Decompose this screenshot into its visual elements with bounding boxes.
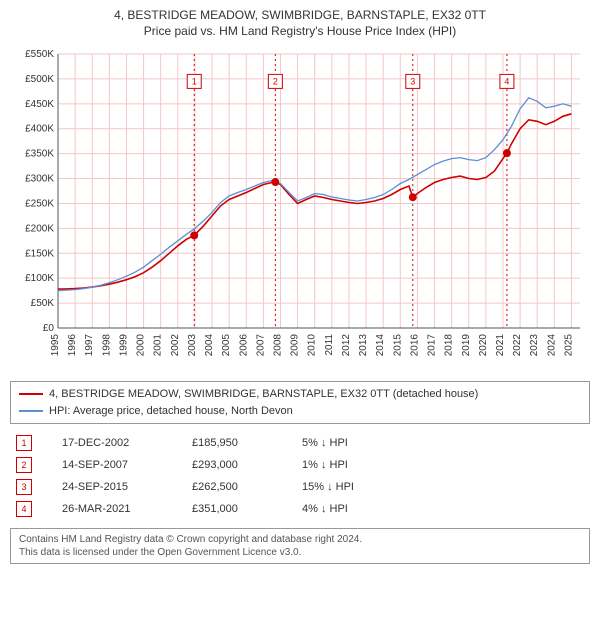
svg-text:£300K: £300K [25, 174, 54, 185]
svg-text:2009: 2009 [290, 334, 301, 357]
svg-text:1995: 1995 [50, 334, 61, 357]
svg-text:£250K: £250K [25, 198, 54, 209]
sales-row: 214-SEP-2007£293,0001% ↓ HPI [10, 454, 590, 476]
svg-text:2016: 2016 [409, 334, 420, 357]
footer-line-2: This data is licensed under the Open Gov… [19, 546, 581, 559]
svg-text:2003: 2003 [187, 334, 198, 357]
sales-diff: 4% ↓ HPI [302, 503, 422, 515]
footer-attribution: Contains HM Land Registry data © Crown c… [10, 528, 590, 564]
sales-date: 24-SEP-2015 [32, 481, 192, 493]
sales-marker: 1 [16, 435, 32, 451]
sales-table: 117-DEC-2002£185,9505% ↓ HPI214-SEP-2007… [10, 432, 590, 520]
sales-marker: 3 [16, 479, 32, 495]
sales-date: 17-DEC-2002 [32, 437, 192, 449]
sales-diff: 5% ↓ HPI [302, 437, 422, 449]
svg-text:2022: 2022 [512, 334, 523, 357]
svg-text:£350K: £350K [25, 149, 54, 160]
svg-text:4: 4 [504, 76, 509, 86]
svg-text:2007: 2007 [255, 334, 266, 357]
sales-row: 117-DEC-2002£185,9505% ↓ HPI [10, 432, 590, 454]
svg-text:£550K: £550K [25, 49, 54, 60]
sales-price: £293,000 [192, 459, 302, 471]
svg-text:1999: 1999 [118, 334, 129, 357]
sales-price: £351,000 [192, 503, 302, 515]
svg-text:£100K: £100K [25, 273, 54, 284]
legend-row: HPI: Average price, detached house, Nort… [19, 403, 581, 420]
svg-text:£0: £0 [43, 323, 55, 334]
sales-row: 426-MAR-2021£351,0004% ↓ HPI [10, 498, 590, 520]
svg-text:£50K: £50K [31, 298, 55, 309]
legend-label: HPI: Average price, detached house, Nort… [49, 403, 293, 420]
svg-text:£200K: £200K [25, 223, 54, 234]
sales-date: 14-SEP-2007 [32, 459, 192, 471]
sales-date: 26-MAR-2021 [32, 503, 192, 515]
legend-row: 4, BESTRIDGE MEADOW, SWIMBRIDGE, BARNSTA… [19, 386, 581, 403]
footer-line-1: Contains HM Land Registry data © Crown c… [19, 533, 581, 546]
svg-text:3: 3 [410, 76, 415, 86]
svg-text:1996: 1996 [67, 334, 78, 357]
chart-subtitle: Price paid vs. HM Land Registry's House … [10, 24, 590, 38]
svg-text:2005: 2005 [221, 334, 232, 357]
legend-swatch [19, 410, 43, 412]
svg-text:2010: 2010 [307, 334, 318, 357]
svg-text:2011: 2011 [324, 334, 335, 356]
chart-title: 4, BESTRIDGE MEADOW, SWIMBRIDGE, BARNSTA… [10, 8, 590, 22]
chart-container: 4, BESTRIDGE MEADOW, SWIMBRIDGE, BARNSTA… [0, 0, 600, 574]
sales-marker: 4 [16, 501, 32, 517]
svg-text:£500K: £500K [25, 74, 54, 85]
svg-text:2013: 2013 [358, 334, 369, 357]
svg-text:£450K: £450K [25, 99, 54, 110]
svg-text:2004: 2004 [204, 334, 215, 357]
svg-text:£400K: £400K [25, 124, 54, 135]
legend-label: 4, BESTRIDGE MEADOW, SWIMBRIDGE, BARNSTA… [49, 386, 478, 403]
svg-text:2000: 2000 [136, 334, 147, 357]
svg-text:2024: 2024 [546, 334, 557, 357]
svg-text:2008: 2008 [272, 334, 283, 357]
sales-diff: 15% ↓ HPI [302, 481, 422, 493]
svg-text:2001: 2001 [153, 334, 164, 357]
sales-price: £185,950 [192, 437, 302, 449]
svg-text:2002: 2002 [170, 334, 181, 357]
svg-text:2006: 2006 [238, 334, 249, 357]
svg-text:2: 2 [273, 76, 278, 86]
sales-marker: 2 [16, 457, 32, 473]
svg-text:1997: 1997 [84, 334, 95, 357]
svg-text:2014: 2014 [375, 334, 386, 357]
svg-text:2021: 2021 [495, 334, 506, 357]
svg-text:2015: 2015 [392, 334, 403, 357]
svg-text:2018: 2018 [444, 334, 455, 357]
legend-swatch [19, 393, 43, 395]
svg-text:2017: 2017 [427, 334, 438, 357]
svg-text:2023: 2023 [529, 334, 540, 357]
sales-diff: 1% ↓ HPI [302, 459, 422, 471]
legend: 4, BESTRIDGE MEADOW, SWIMBRIDGE, BARNSTA… [10, 381, 590, 424]
svg-text:1: 1 [192, 76, 197, 86]
line-chart-svg: £0 £50K £100K £150K £200K £250K £300K £350K £400… [10, 46, 590, 366]
svg-text:2019: 2019 [461, 334, 472, 357]
svg-text:1998: 1998 [101, 334, 112, 357]
svg-text:2012: 2012 [341, 334, 352, 357]
sales-price: £262,500 [192, 481, 302, 493]
svg-text:2025: 2025 [563, 334, 574, 357]
chart-area: £0 £50K £100K £150K £200K £250K £300K £350K £400… [10, 46, 590, 371]
sales-row: 324-SEP-2015£262,50015% ↓ HPI [10, 476, 590, 498]
svg-text:2020: 2020 [478, 334, 489, 357]
svg-text:£150K: £150K [25, 248, 54, 259]
